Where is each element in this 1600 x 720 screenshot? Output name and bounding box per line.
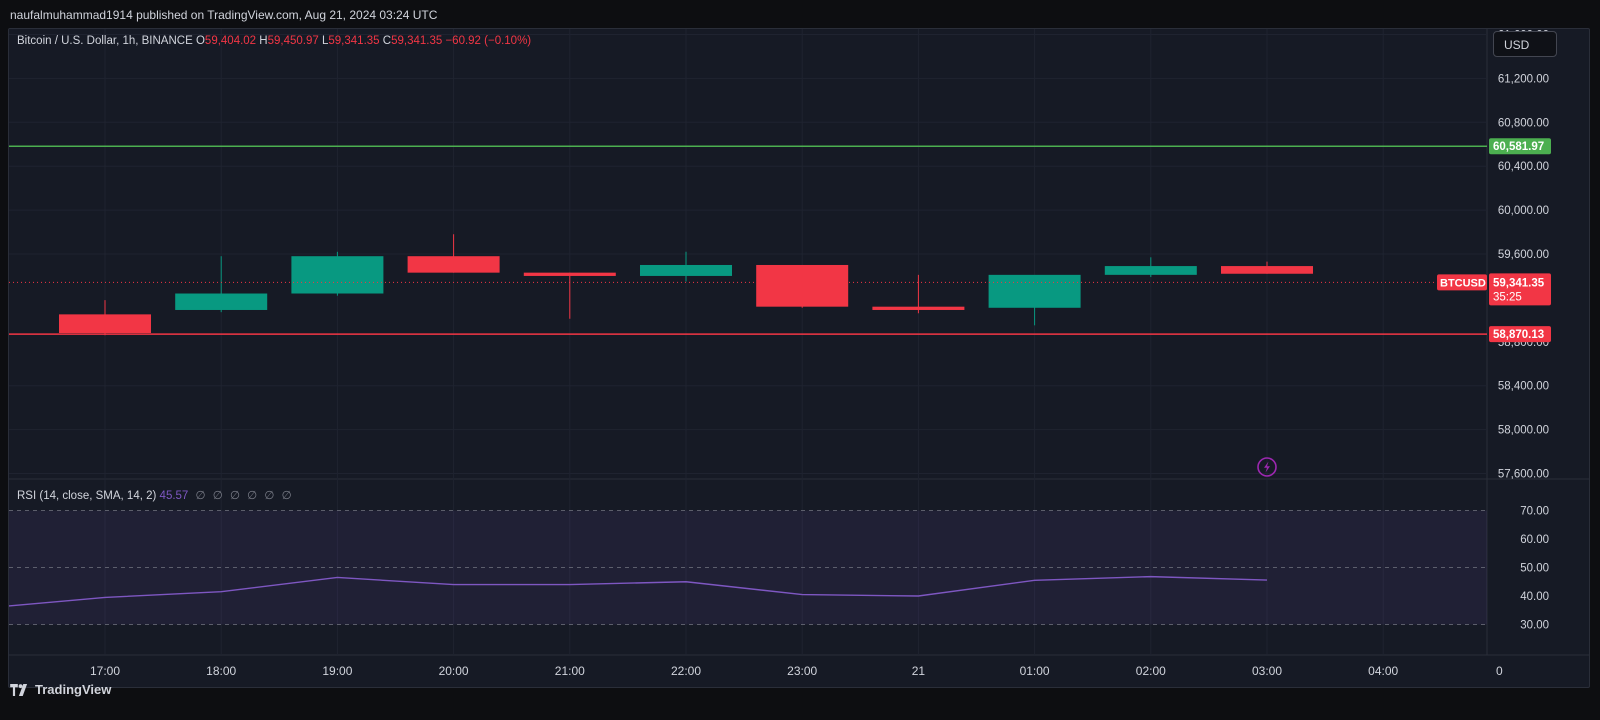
rsi-value: 45.57: [159, 490, 189, 502]
time-tick-label: 17:00: [90, 664, 120, 678]
candle-body: [523, 272, 616, 276]
price-axis-ticks[interactable]: 61,600.0061,200.0060,800.0060,400.0060,0…: [1498, 29, 1549, 480]
ticker-badge-bg: [1437, 274, 1487, 291]
candle-body: [640, 264, 732, 276]
time-tick-label: 03:00: [1252, 664, 1282, 678]
horizontal-lines[interactable]: [9, 145, 1487, 335]
time-tick-label: 21:00: [555, 664, 585, 678]
price-tick-label: 59,600.00: [1498, 249, 1549, 261]
open-label: O: [195, 35, 205, 47]
rsi-na-values: ∅ ∅ ∅ ∅ ∅ ∅: [195, 490, 294, 502]
time-tick-label: 21: [912, 664, 926, 678]
candle-body: [175, 293, 268, 310]
time-tick-label: 0: [1496, 664, 1503, 678]
grid-lines: [9, 29, 1487, 655]
close-label: C: [382, 35, 392, 47]
last-price-label: 59,341.35: [1493, 277, 1545, 289]
candle-body: [59, 314, 151, 334]
price-tick-label: 57,600.00: [1498, 469, 1549, 481]
price-tick-label: 61,200.00: [1498, 73, 1549, 85]
footer-brand[interactable]: TradingView: [10, 682, 111, 697]
time-tick-label: 04:00: [1368, 664, 1398, 678]
high-value: 59,450.97: [267, 35, 319, 47]
time-tick-label: 22:00: [671, 664, 701, 678]
rsi-tick-label: 30.00: [1520, 620, 1549, 632]
open-value: 59,404.02: [204, 35, 257, 47]
low-label: L: [321, 35, 329, 47]
price-tick-label: 58,000.00: [1498, 425, 1549, 437]
change-value: −60.92 (−0.10%): [445, 35, 532, 47]
symbol-name: Bitcoin / U.S. Dollar, 1h, BINANCE: [17, 35, 193, 47]
time-tick-label: 01:00: [1020, 664, 1050, 678]
chart-canvas[interactable]: 61,600.0061,200.0060,800.0060,400.0060,0…: [9, 29, 1589, 687]
tradingview-logo-icon: [10, 683, 28, 696]
candle-body: [1221, 266, 1313, 274]
rsi-tick-label: 40.00: [1520, 591, 1549, 603]
rsi-axis-ticks[interactable]: 70.00 60.00 50.00 40.00 30.00: [1520, 506, 1549, 632]
low-value: 59,341.35: [328, 35, 380, 47]
support-price-label-bg: [1489, 326, 1551, 343]
rsi-tick-label: 70.00: [1520, 506, 1549, 518]
rsi-line: [9, 575, 1268, 607]
candle-body: [988, 274, 1081, 308]
rsi-band: [9, 510, 1487, 625]
chart-frame[interactable]: 61,600.0061,200.0060,800.0060,400.0060,0…: [8, 28, 1590, 688]
time-tick-label: 20:00: [439, 664, 469, 678]
lightning-icon[interactable]: [1257, 457, 1277, 477]
candle-body: [291, 256, 384, 294]
candle-body: [756, 264, 849, 307]
high-label: H: [259, 35, 268, 47]
ticker-badge: BTCUSD: [1440, 277, 1486, 289]
resistance-price-label: 60,581.97: [1493, 141, 1544, 153]
countdown-label: 35:25: [1493, 291, 1522, 303]
price-tick-label: 60,800.00: [1498, 117, 1549, 129]
support-price-label: 58,870.13: [1493, 329, 1544, 341]
time-tick-label: 23:00: [787, 664, 817, 678]
publish-info: naufalmuhammad1914 published on TradingV…: [10, 8, 438, 22]
time-tick-label: 02:00: [1136, 664, 1166, 678]
footer-brand-label: TradingView: [35, 682, 112, 697]
candle-body: [872, 306, 965, 310]
symbol-legend: Bitcoin / U.S. Dollar, 1h, BINANCE O59,4…: [17, 35, 531, 47]
rsi-label: RSI (14, close, SMA, 14, 2): [17, 490, 157, 502]
time-axis-ticks[interactable]: 17:00 18:00 19:00 20:00 21:00 22:00 23:00 21 01:…: [90, 664, 1503, 678]
close-value: 59,341.35: [391, 35, 443, 47]
time-tick-label: 18:00: [206, 664, 236, 678]
candle-body: [407, 256, 500, 273]
rsi-tick-label: 60.00: [1520, 534, 1549, 546]
last-price-badge-bg: [1489, 273, 1551, 306]
price-tick-label: 60,000.00: [1498, 205, 1549, 217]
price-tick-label: 58,400.00: [1498, 381, 1549, 393]
candles: [9, 234, 1487, 336]
rsi-legend[interactable]: RSI (14, close, SMA, 14, 2) 45.57 ∅ ∅ ∅ …: [17, 488, 294, 502]
currency-button[interactable]: USD: [1493, 31, 1557, 57]
rsi-tick-label: 50.00: [1520, 563, 1549, 575]
candle-body: [1104, 266, 1197, 275]
price-badges: 60,581.97 58,870.13 59,341.35 35:25 BTCUSD: [1437, 138, 1551, 343]
time-tick-label: 19:00: [322, 664, 352, 678]
resistance-price-label-bg: [1489, 138, 1551, 155]
price-tick-label: 60,400.00: [1498, 161, 1549, 173]
rsi-polyline: [9, 575, 1268, 607]
